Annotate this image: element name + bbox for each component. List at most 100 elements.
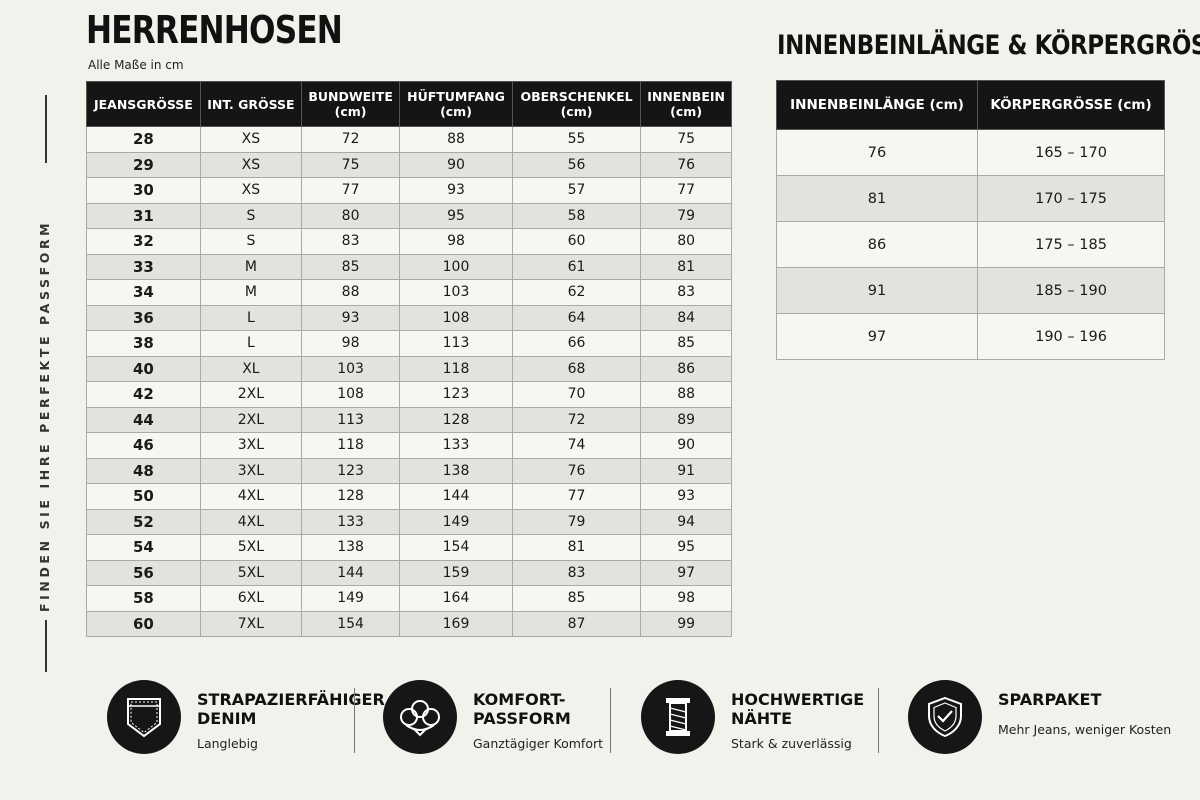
table-cell: 32 (86, 228, 201, 255)
table-cell: 99 (640, 610, 732, 637)
table-row: 54 5XL 138 154 81 95 (86, 534, 732, 561)
table-cell: 62 (511, 279, 642, 306)
feature-subtitle: Ganztägiger Komfort (473, 736, 604, 751)
table-cell: 138 (399, 457, 513, 484)
shield-check-icon (908, 680, 982, 754)
table-cell: 81 (511, 534, 642, 561)
feature-subtitle: Stark & zuverlässig (731, 736, 852, 751)
column-header: OBERSCHENKEL (cm) (511, 81, 642, 127)
column-header: BUNDWEITE (cm) (301, 81, 401, 127)
table-cell: 80 (301, 202, 401, 229)
table-cell: 85 (640, 330, 732, 357)
table-row: 76 165 – 170 (775, 129, 1165, 176)
table-cell: 42 (86, 381, 201, 408)
table-cell: 85 (511, 585, 642, 612)
table-row: 28 XS 72 88 55 75 (86, 126, 732, 153)
table-cell: 72 (301, 126, 401, 153)
table-cell: 88 (301, 279, 401, 306)
table-row: 44 2XL 113 128 72 89 (86, 406, 732, 433)
table-cell: 77 (301, 177, 401, 204)
table-cell: 56 (511, 151, 642, 178)
table-cell: 5XL (199, 559, 303, 586)
table-cell: 44 (86, 406, 201, 433)
table-cell: 36 (86, 304, 201, 331)
table-cell: 159 (399, 559, 513, 586)
table-cell: 80 (640, 228, 732, 255)
side-line-bottom (45, 620, 47, 672)
table-cell: 154 (399, 534, 513, 561)
table-cell: 86 (640, 355, 732, 382)
table-cell: 138 (301, 534, 401, 561)
table-cell: 61 (511, 253, 642, 280)
table-cell: 75 (301, 151, 401, 178)
table-cell: 77 (640, 177, 732, 204)
table-cell: 118 (399, 355, 513, 382)
table-cell: 144 (301, 559, 401, 586)
table-cell: 149 (301, 585, 401, 612)
table-cell: 118 (301, 432, 401, 459)
table-cell: 64 (511, 304, 642, 331)
table-cell: 38 (86, 330, 201, 357)
feature-divider (610, 688, 611, 753)
table-row: 48 3XL 123 138 76 91 (86, 457, 732, 484)
table-cell: 93 (301, 304, 401, 331)
table-cell: 56 (86, 559, 201, 586)
table-cell: 95 (640, 534, 732, 561)
table-row: 32 S 83 98 60 80 (86, 228, 732, 255)
table-cell: 83 (511, 559, 642, 586)
table-cell: 6XL (199, 585, 303, 612)
table-row: 33 M 85 100 61 81 (86, 253, 732, 280)
table-cell: 175 – 185 (977, 221, 1165, 268)
table-cell: 97 (640, 559, 732, 586)
table-cell: 57 (511, 177, 642, 204)
table-cell: 144 (399, 483, 513, 510)
table-cell: 86 (775, 221, 979, 268)
table-cell: 60 (511, 228, 642, 255)
table-cell: 3XL (199, 432, 303, 459)
table-cell: 169 (399, 610, 513, 637)
table-cell: 81 (640, 253, 732, 280)
column-header: HÜFTUMFANG (cm) (399, 81, 513, 127)
table-cell: 40 (86, 355, 201, 382)
table-cell: 81 (775, 175, 979, 222)
table-cell: 85 (301, 253, 401, 280)
table-cell: 89 (640, 406, 732, 433)
table-cell: 98 (640, 585, 732, 612)
table-cell: 123 (301, 457, 401, 484)
table-cell: 165 – 170 (977, 129, 1165, 176)
table-cell: XS (199, 151, 303, 178)
table-row: 97 190 – 196 (775, 313, 1165, 360)
feature-title: KOMFORT- PASSFORM (473, 690, 571, 728)
table-cell: XS (199, 126, 303, 153)
table-cell: M (199, 253, 303, 280)
table-cell: 79 (511, 508, 642, 535)
table-cell: 83 (301, 228, 401, 255)
table-cell: 60 (86, 610, 201, 637)
table-cell: 75 (640, 126, 732, 153)
table-cell: 55 (511, 126, 642, 153)
table-cell: 2XL (199, 381, 303, 408)
table-cell: 58 (86, 585, 201, 612)
table-cell: 154 (301, 610, 401, 637)
table-cell: 3XL (199, 457, 303, 484)
table-cell: L (199, 304, 303, 331)
feature-subtitle: Mehr Jeans, weniger Kosten (998, 722, 1172, 737)
column-header: KÖRPERGRÖSSE (cm) (977, 80, 1165, 130)
table-cell: 123 (399, 381, 513, 408)
table-row: 38 L 98 113 66 85 (86, 330, 732, 357)
feature-title: SPARPAKET (998, 690, 1102, 709)
table-cell: 103 (399, 279, 513, 306)
table-row: 31 S 80 95 58 79 (86, 202, 732, 229)
table-cell: 76 (511, 457, 642, 484)
table-cell: S (199, 202, 303, 229)
table-cell: 88 (640, 381, 732, 408)
table-cell: 98 (301, 330, 401, 357)
table-row: 29 XS 75 90 56 76 (86, 151, 732, 178)
table-cell: 52 (86, 508, 201, 535)
table-cell: 170 – 175 (977, 175, 1165, 222)
table-row: 34 M 88 103 62 83 (86, 279, 732, 306)
side-line-top (45, 95, 47, 163)
page-subtitle: Alle Maße in cm (88, 58, 184, 72)
table-cell: 72 (511, 406, 642, 433)
table-cell: 91 (775, 267, 979, 314)
